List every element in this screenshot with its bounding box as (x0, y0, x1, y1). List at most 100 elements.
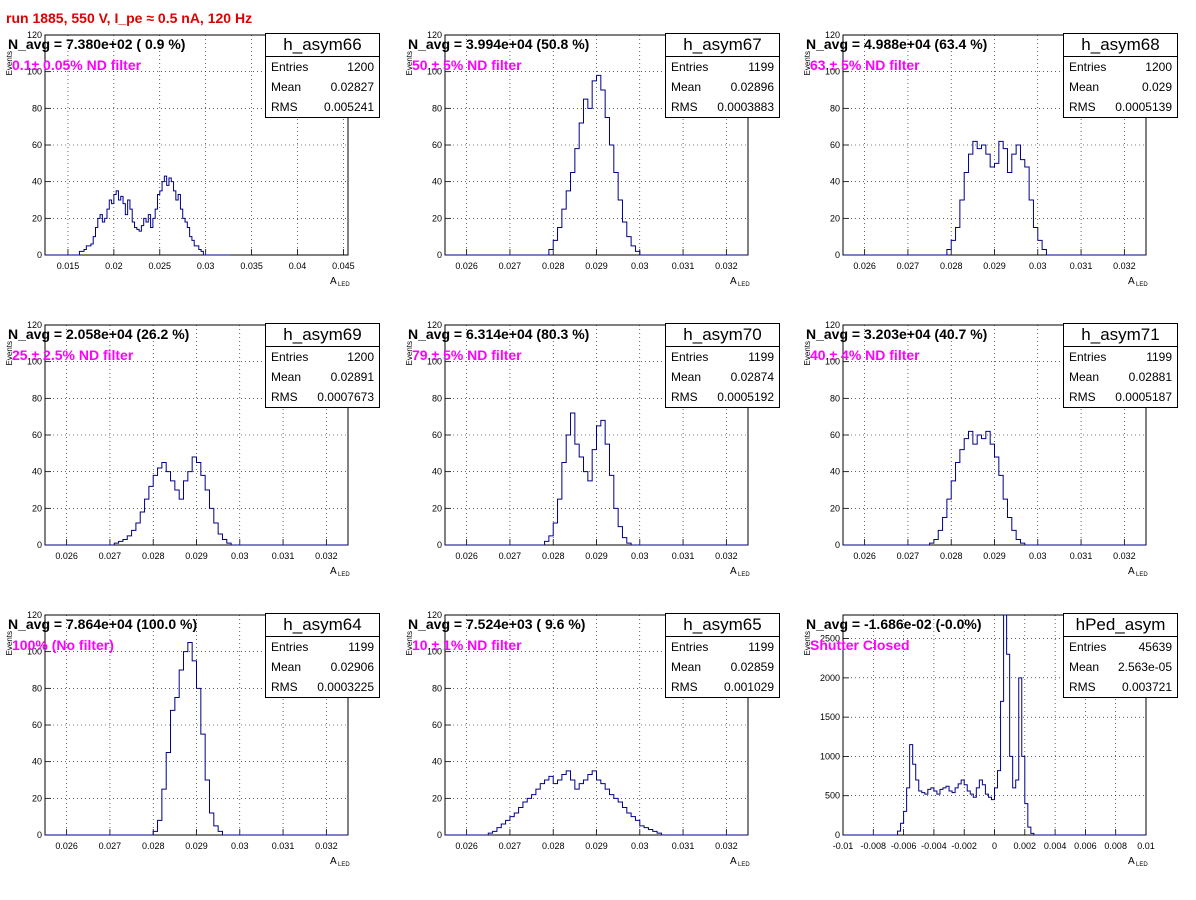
histogram-panel-h_asym69: 0.026 0.027 0.028 0.029 0.03 0.031 0.032 0 20 40 6… (0, 320, 398, 610)
n-avg-label: N_avg = 7.380e+02 ( 0.9 %) (8, 36, 186, 52)
stats-row-entries: Entries 45639 (1064, 637, 1177, 657)
stats-value-entries: 1199 (1146, 350, 1172, 364)
histogram-series (45, 456, 348, 546)
histogram-bin (209, 508, 213, 545)
histogram-bin (197, 463, 201, 546)
x-tick-label: 0.028 (542, 841, 565, 851)
x-tick-label: 0.029 (185, 551, 208, 561)
histogram-bin (1033, 228, 1037, 256)
y-tick-label: 100 (27, 67, 42, 77)
y-tick-label: 2500 (820, 634, 840, 644)
y-tick-label: 80 (432, 683, 442, 693)
histogram-bin (89, 246, 91, 255)
stats-box: h_asym64 Entries 1199 Mean 0.02906 RMS 0.00032… (265, 613, 380, 698)
histogram-bin (166, 472, 170, 545)
y-tick-label: 60 (432, 140, 442, 150)
histogram-bin (137, 229, 139, 255)
y-tick-label: 60 (432, 720, 442, 730)
stats-label-mean: Mean (671, 370, 702, 384)
histogram-bin (497, 828, 501, 835)
histogram-bin (175, 490, 179, 545)
histogram-bin (536, 789, 540, 835)
stats-label-rms: RMS (271, 680, 298, 694)
histogram-bin (934, 791, 937, 835)
histogram-bin (125, 215, 127, 255)
stats-box: h_asym67 Entries 1199 Mean 0.02896 RMS 0.00038… (665, 33, 780, 118)
histogram-bin (937, 794, 940, 835)
stats-row-mean: Mean 0.02859 (666, 657, 779, 677)
stats-row-mean: Mean 0.02906 (266, 657, 379, 677)
x-tick-label: 0.032 (315, 841, 338, 851)
x-tick-label: 0 (992, 841, 997, 851)
x-tick-label: 0.027 (99, 551, 122, 561)
histogram-bin (205, 490, 209, 545)
x-tick-label: 0.027 (99, 841, 122, 851)
y-tick-label: 20 (32, 503, 42, 513)
y-tick-label: 1500 (820, 712, 840, 722)
stats-value-rms: 0.001029 (723, 680, 774, 694)
stats-value-rms: 0.0003883 (717, 100, 774, 114)
y-tick-label: 120 (27, 610, 42, 620)
stats-box: h_asym66 Entries 1200 Mean 0.02827 RMS 0.00524… (265, 33, 380, 118)
stats-row-entries: Entries 1200 (266, 347, 379, 367)
y-tick-label: 40 (32, 757, 42, 767)
histogram-bin (1003, 499, 1007, 545)
histogram-bin (527, 798, 531, 835)
y-tick-label: 60 (432, 430, 442, 440)
stats-label-entries: Entries (1069, 350, 1107, 364)
x-tick-label: -0.002 (951, 841, 977, 851)
y-tick-label: 80 (32, 103, 42, 113)
y-tick-label: 120 (427, 610, 442, 620)
histogram-bin (955, 788, 958, 835)
histogram-bin (592, 771, 596, 835)
histogram-bin (597, 426, 601, 545)
stats-row-rms: RMS 0.001029 (666, 677, 779, 697)
histogram-bin (558, 228, 562, 256)
histogram-bin (601, 420, 605, 545)
y-axis-label: Events (405, 631, 414, 655)
histogram-bin (184, 652, 188, 835)
histogram-bin (640, 826, 644, 835)
histogram-bin (631, 246, 635, 255)
stats-label-entries: Entries (1069, 640, 1107, 654)
y-tick-label: 0 (37, 250, 42, 260)
histogram-bin (197, 688, 201, 835)
histogram-bin (988, 797, 991, 835)
histogram-bin (928, 789, 931, 835)
histogram-bin (218, 534, 222, 545)
y-axis-label: Events (803, 341, 812, 365)
histogram-bin (553, 523, 557, 545)
y-tick-label: 60 (32, 140, 42, 150)
y-tick-label: 20 (830, 213, 840, 223)
y-tick-label: 120 (427, 30, 442, 40)
histogram-name: h_asym66 (266, 34, 379, 57)
x-tick-label: 0.04 (289, 261, 307, 271)
x-axis-label: A (330, 856, 337, 867)
x-tick-label: 0.03 (231, 841, 249, 851)
histogram-series (843, 140, 1146, 256)
stats-value-rms: 0.0007673 (317, 390, 374, 404)
histogram-bin (102, 222, 104, 255)
histogram-bin (588, 481, 592, 545)
x-tick-label: 0.026 (455, 551, 478, 561)
y-tick-label: 80 (32, 393, 42, 403)
x-tick-label: 0.015 (57, 261, 80, 271)
y-tick-label: 100 (825, 67, 840, 77)
x-axis-label: A (730, 566, 737, 577)
stats-row-entries: Entries 1200 (266, 57, 379, 77)
stats-row-mean: Mean 2.563e-05 (1064, 657, 1177, 677)
histogram-bin (166, 753, 170, 836)
x-tick-label: 0.031 (672, 551, 695, 561)
stats-label-entries: Entries (271, 60, 309, 74)
histogram-bin (995, 163, 999, 255)
histogram-name: hPed_asym (1064, 614, 1177, 637)
x-tick-label: 0.03 (1029, 261, 1047, 271)
histogram-outline (843, 430, 1146, 546)
x-tick-label: 0.029 (983, 261, 1006, 271)
filter-annotation: 100% (No filter) (12, 637, 114, 653)
x-axis-label: A (1128, 276, 1135, 287)
histogram-bin (575, 149, 579, 255)
histogram-bin (956, 463, 960, 546)
x-tick-label: 0.028 (142, 551, 165, 561)
y-tick-label: 40 (432, 467, 442, 477)
